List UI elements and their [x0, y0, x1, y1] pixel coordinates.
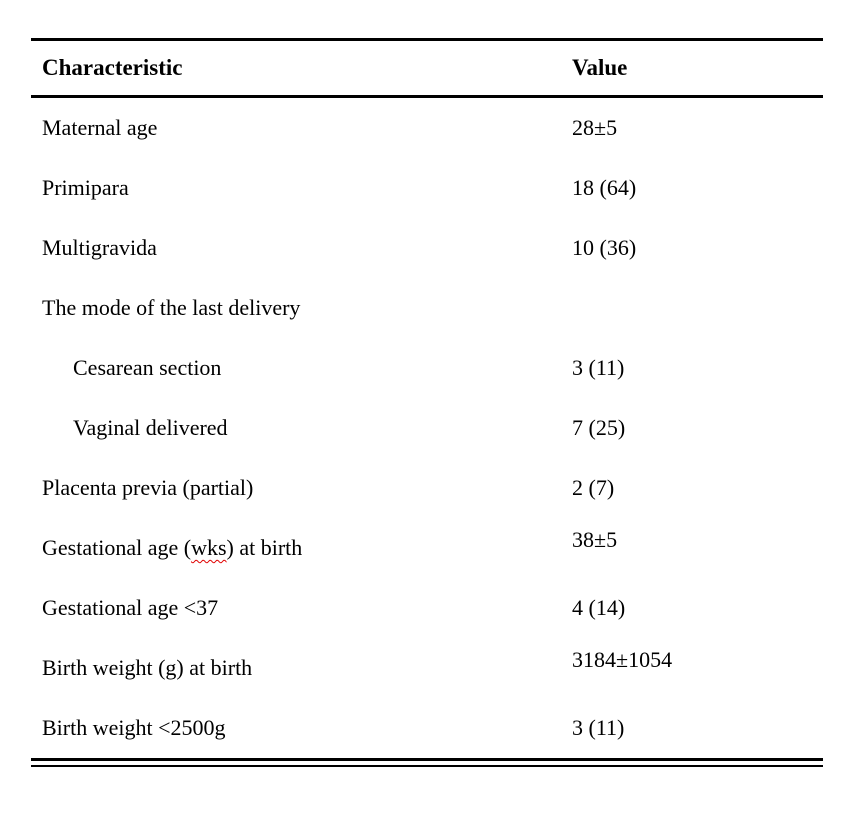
row-value: 28±5	[572, 115, 618, 140]
table-row: Birth weight <2500g 3 (11)	[31, 698, 823, 758]
table-row-sub: Vaginal delivered 7 (25)	[31, 398, 823, 458]
table-row: Multigravida 10 (36)	[31, 218, 823, 278]
row-label: Birth weight <2500g	[42, 715, 226, 740]
characteristics-table: Characteristic Value Maternal age 28±5 P…	[31, 38, 823, 767]
table-row: Birth weight (g) at birth 3184±1054	[31, 638, 823, 698]
row-value: 4 (14)	[572, 595, 626, 620]
row-value: 7 (25)	[572, 415, 626, 440]
column-header-characteristic: Characteristic	[42, 55, 183, 80]
row-value: 3 (11)	[572, 355, 625, 380]
table-row: Gestational age (wks) at birth 38±5	[31, 518, 823, 578]
row-label: Cesarean section	[73, 355, 222, 380]
column-header-value: Value	[572, 55, 628, 80]
spellcheck-underlined-word: wks	[191, 535, 227, 560]
row-value: 2 (7)	[572, 475, 615, 500]
table-row: Maternal age 28±5	[31, 98, 823, 158]
row-label: The mode of the last delivery	[42, 295, 301, 320]
row-value: 3184±1054	[572, 647, 673, 672]
row-label: Gestational age <37	[42, 595, 219, 620]
table-row-section: The mode of the last delivery	[31, 278, 823, 338]
row-label: Multigravida	[42, 235, 157, 260]
table-row: Primipara 18 (64)	[31, 158, 823, 218]
row-label: Vaginal delivered	[73, 415, 228, 440]
row-value: 38±5	[572, 527, 618, 552]
row-value: 18 (64)	[572, 175, 637, 200]
table-bottom-double-rule	[31, 758, 823, 767]
row-label: Primipara	[42, 175, 129, 200]
label-text: ) at birth	[226, 535, 303, 560]
row-label: Gestational age (wks) at birth	[31, 535, 572, 561]
row-label: Birth weight (g) at birth	[42, 655, 253, 680]
table-row: Gestational age <37 4 (14)	[31, 578, 823, 638]
row-label: Placenta previa (partial)	[42, 475, 254, 500]
row-value: 10 (36)	[572, 235, 637, 260]
label-text: Gestational age (	[42, 535, 192, 560]
row-value: 3 (11)	[572, 715, 625, 740]
table-row: Placenta previa (partial) 2 (7)	[31, 458, 823, 518]
table-row-sub: Cesarean section 3 (11)	[31, 338, 823, 398]
row-label: Maternal age	[42, 115, 158, 140]
table-header-row: Characteristic Value	[31, 38, 823, 98]
